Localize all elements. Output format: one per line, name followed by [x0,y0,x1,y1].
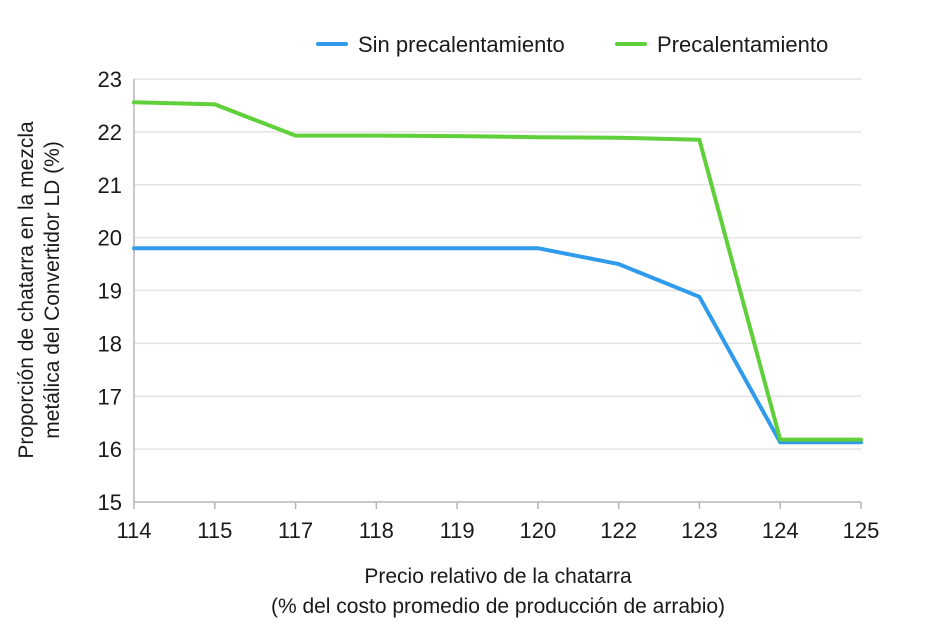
y-axis-title: Proporción de chatarra en la mezcla metá… [15,121,64,459]
x-axis-title-line-1: Precio relativo de la chatarra [364,565,632,588]
y-tick-label-21: 21 [98,173,122,198]
x-tick-label-119: 119 [440,518,475,543]
x-axis-title: Precio relativo de la chatarra (% del co… [271,565,725,618]
x-axis-ticks: 114 115 117 118 119 120 122 123 124 125 [116,502,879,543]
y-axis-title-line-2: metálica del Convertidor LD (%) [41,141,64,439]
y-tick-label-16: 16 [98,437,122,462]
y-tick-label-22: 22 [98,120,122,145]
y-axis-ticks: 15 16 17 18 19 20 21 22 23 [98,67,122,515]
series-lines [132,100,863,445]
legend: Sin precalentamiento Precalentamiento [316,32,828,57]
x-tick-label-114: 114 [116,518,151,543]
y-tick-label-20: 20 [98,226,122,251]
x-tick-label-118: 118 [359,518,394,543]
y-tick-label-23: 23 [98,67,122,92]
legend-label-sin-precalentamiento: Sin precalentamiento [358,32,565,57]
x-tick-label-123: 123 [681,518,718,543]
x-tick-label-125: 125 [843,518,880,543]
x-tick-label-115: 115 [197,518,232,543]
x-axis-title-line-2: (% del costo promedio de producción de a… [271,595,725,618]
series-line-precalentamiento [132,100,863,442]
y-axis-title-line-1: Proporción de chatarra en la mezcla [15,121,38,459]
legend-label-precalentamiento: Precalentamiento [657,32,828,57]
x-tick-label-124: 124 [762,518,799,543]
y-tick-label-15: 15 [98,490,122,515]
x-tick-label-122: 122 [600,518,637,543]
y-tick-label-19: 19 [98,279,122,304]
axes [133,79,861,503]
series-line-sin-precalentamiento [132,246,863,445]
gridlines [134,78,861,450]
x-tick-label-120: 120 [520,518,557,543]
y-tick-label-17: 17 [98,384,122,409]
legend-item-sin-precalentamiento: Sin precalentamiento [316,32,565,57]
legend-item-precalentamiento: Precalentamiento [615,32,828,57]
y-tick-label-18: 18 [98,331,122,356]
x-tick-label-117: 117 [278,518,313,543]
